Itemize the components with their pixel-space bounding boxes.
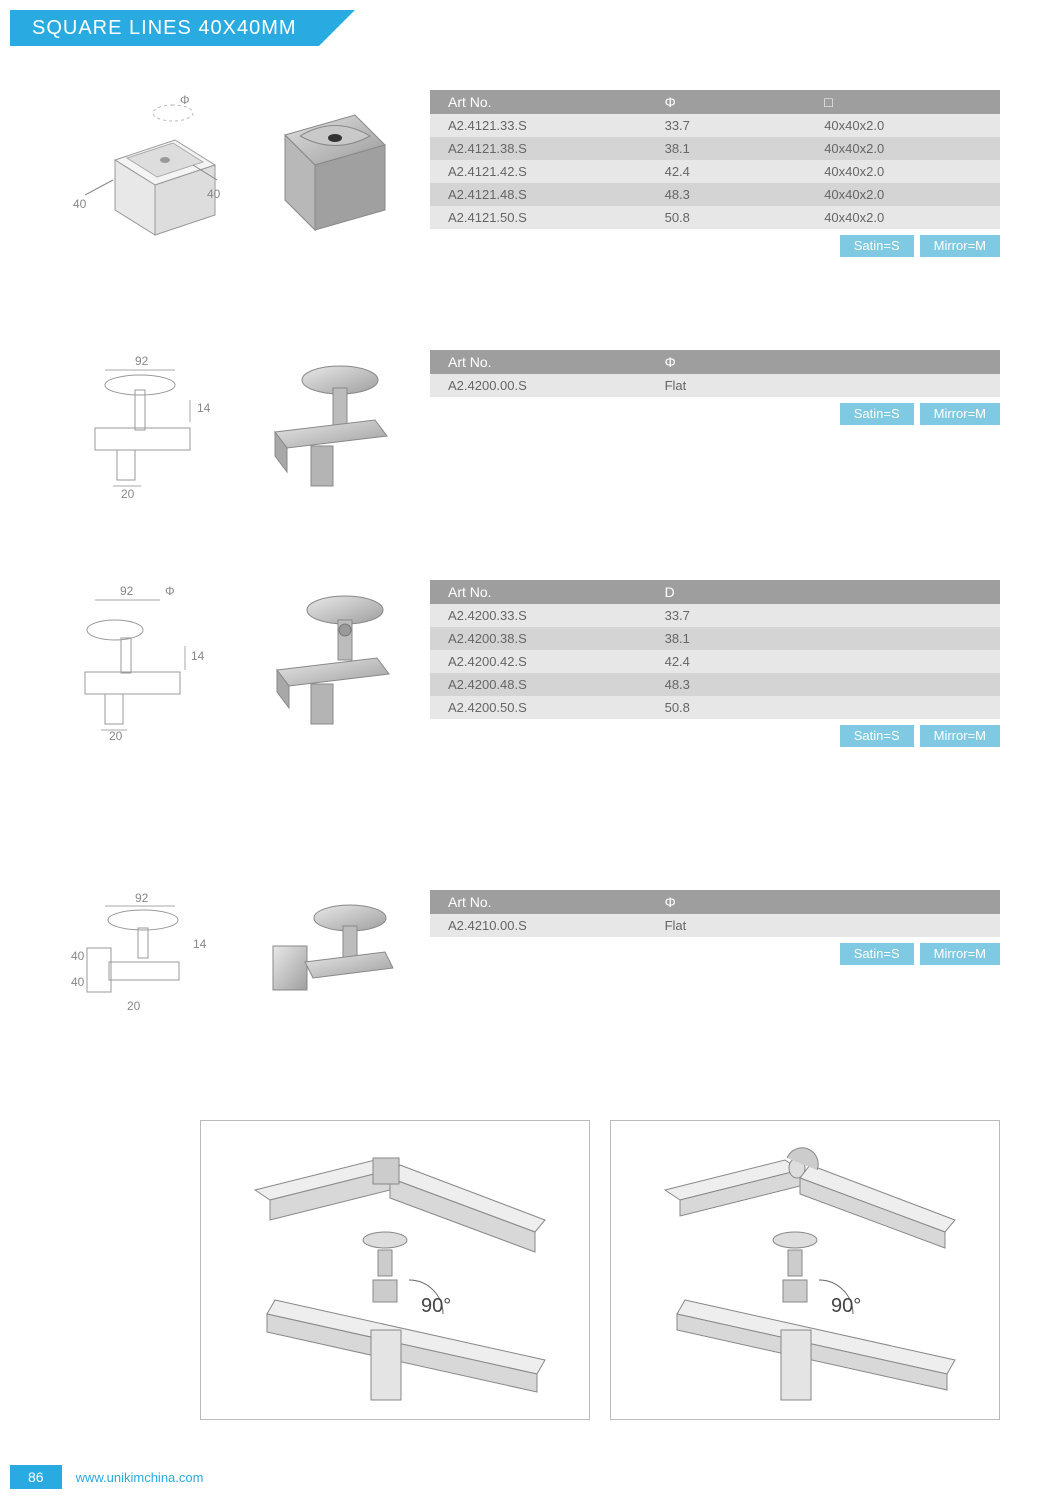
finish-bar: Satin=S Mirror=M bbox=[430, 943, 1000, 965]
finish-satin: Satin=S bbox=[840, 235, 914, 257]
dim-right: 40 bbox=[207, 187, 221, 201]
footer: 86 www.unikimchina.com bbox=[10, 1465, 203, 1489]
dim: 92 bbox=[135, 891, 149, 905]
cell: 40x40x2.0 bbox=[806, 183, 1000, 206]
section-2-table: Art No. Φ A2.4200.00.SFlat bbox=[430, 350, 1000, 397]
dim: 14 bbox=[193, 937, 207, 951]
cell: 38.1 bbox=[647, 627, 1000, 650]
cell: 50.8 bbox=[647, 696, 1000, 719]
dim: 20 bbox=[127, 999, 141, 1013]
assembly-right: 90° bbox=[610, 1120, 1000, 1420]
cell: 50.8 bbox=[647, 206, 807, 229]
section-1-photo bbox=[250, 90, 410, 240]
section-2-table-col: Art No. Φ A2.4200.00.SFlat Satin=S Mirro… bbox=[430, 350, 1000, 425]
cell: 40x40x2.0 bbox=[806, 137, 1000, 160]
cell: A2.4121.38.S bbox=[430, 137, 647, 160]
section-2-photo bbox=[250, 350, 410, 500]
footer-url: www.unikimchina.com bbox=[76, 1470, 204, 1485]
cell: 33.7 bbox=[647, 604, 1000, 627]
section-3: 92 Φ 14 20 Art No. D A2.4200. bbox=[60, 580, 1000, 780]
page-header: SQUARE LINES 40X40MM bbox=[10, 10, 355, 46]
cell: A2.4200.50.S bbox=[430, 696, 647, 719]
dim: 92 bbox=[135, 354, 149, 368]
cell: A2.4121.42.S bbox=[430, 160, 647, 183]
finish-mirror: Mirror=M bbox=[920, 235, 1000, 257]
cell: Flat bbox=[647, 914, 1000, 937]
section-2: 92 14 20 Art No. Φ A2.4200.00.SFlat bbox=[60, 350, 1000, 510]
finish-bar: Satin=S Mirror=M bbox=[430, 403, 1000, 425]
th: Art No. bbox=[430, 890, 647, 914]
th: Art No. bbox=[430, 90, 647, 114]
cell: A2.4200.00.S bbox=[430, 374, 647, 397]
section-3-table: Art No. D A2.4200.33.S33.7 A2.4200.38.S3… bbox=[430, 580, 1000, 719]
page-number: 86 bbox=[10, 1465, 62, 1489]
cell: 33.7 bbox=[647, 114, 807, 137]
section-1-table-col: Art No. Φ □ A2.4121.33.S33.740x40x2.0 A2… bbox=[430, 90, 1000, 257]
cell: 40x40x2.0 bbox=[806, 160, 1000, 183]
cell: A2.4121.33.S bbox=[430, 114, 647, 137]
finish-satin: Satin=S bbox=[840, 943, 914, 965]
cell: A2.4200.38.S bbox=[430, 627, 647, 650]
dim-left: 40 bbox=[73, 197, 87, 211]
th: Φ bbox=[647, 890, 1000, 914]
section-2-drawing: 92 14 20 bbox=[60, 350, 240, 510]
dim: 20 bbox=[121, 487, 135, 501]
finish-mirror: Mirror=M bbox=[920, 403, 1000, 425]
page-title: SQUARE LINES 40X40MM bbox=[10, 10, 319, 46]
cell: 48.3 bbox=[647, 183, 807, 206]
dim: 40 bbox=[71, 949, 85, 963]
cell: A2.4121.50.S bbox=[430, 206, 647, 229]
finish-mirror: Mirror=M bbox=[920, 943, 1000, 965]
th: Art No. bbox=[430, 580, 647, 604]
th: Φ bbox=[647, 90, 807, 114]
cell: 40x40x2.0 bbox=[806, 206, 1000, 229]
section-3-table-col: Art No. D A2.4200.33.S33.7 A2.4200.38.S3… bbox=[430, 580, 1000, 747]
dim: 20 bbox=[109, 729, 123, 743]
cell: 42.4 bbox=[647, 160, 807, 183]
finish-bar: Satin=S Mirror=M bbox=[430, 235, 1000, 257]
th: D bbox=[647, 580, 1000, 604]
th: Art No. bbox=[430, 350, 647, 374]
dim: 14 bbox=[191, 649, 205, 663]
dim: 92 bbox=[120, 584, 134, 598]
assembly-row: 90° 90° bbox=[200, 1120, 1000, 1420]
phi-symbol: Φ bbox=[180, 93, 190, 107]
finish-mirror: Mirror=M bbox=[920, 725, 1000, 747]
cell: 40x40x2.0 bbox=[806, 114, 1000, 137]
dim: 14 bbox=[197, 401, 211, 415]
section-4-drawing: 92 40 40 14 20 bbox=[60, 890, 240, 1050]
cell: 38.1 bbox=[647, 137, 807, 160]
th: □ bbox=[806, 90, 1000, 114]
section-4-table-col: Art No. Φ A2.4210.00.SFlat Satin=S Mirro… bbox=[430, 890, 1000, 965]
th: Φ bbox=[647, 350, 1000, 374]
angle-label: 90° bbox=[831, 1295, 861, 1317]
dim: 40 bbox=[71, 975, 85, 989]
cell: A2.4210.00.S bbox=[430, 914, 647, 937]
cell: A2.4200.42.S bbox=[430, 650, 647, 673]
dim: Φ bbox=[165, 584, 175, 598]
section-4: 92 40 40 14 20 Art No. Φ A2.4210.00.SFla… bbox=[60, 890, 1000, 1050]
section-4-photo bbox=[250, 890, 410, 1030]
cell: 48.3 bbox=[647, 673, 1000, 696]
section-1: Φ 40 40 bbox=[60, 90, 1000, 270]
cell: A2.4200.33.S bbox=[430, 604, 647, 627]
cell: A2.4200.48.S bbox=[430, 673, 647, 696]
cell: 42.4 bbox=[647, 650, 1000, 673]
angle-label: 90° bbox=[421, 1295, 451, 1317]
finish-satin: Satin=S bbox=[840, 403, 914, 425]
section-3-photo bbox=[250, 580, 410, 740]
assembly-left: 90° bbox=[200, 1120, 590, 1420]
section-4-table: Art No. Φ A2.4210.00.SFlat bbox=[430, 890, 1000, 937]
section-1-drawing: Φ 40 40 bbox=[60, 90, 240, 260]
cell: Flat bbox=[647, 374, 1000, 397]
finish-bar: Satin=S Mirror=M bbox=[430, 725, 1000, 747]
header-triangle bbox=[319, 10, 355, 46]
section-3-drawing: 92 Φ 14 20 bbox=[60, 580, 240, 760]
cell: A2.4121.48.S bbox=[430, 183, 647, 206]
finish-satin: Satin=S bbox=[840, 725, 914, 747]
section-1-table: Art No. Φ □ A2.4121.33.S33.740x40x2.0 A2… bbox=[430, 90, 1000, 229]
